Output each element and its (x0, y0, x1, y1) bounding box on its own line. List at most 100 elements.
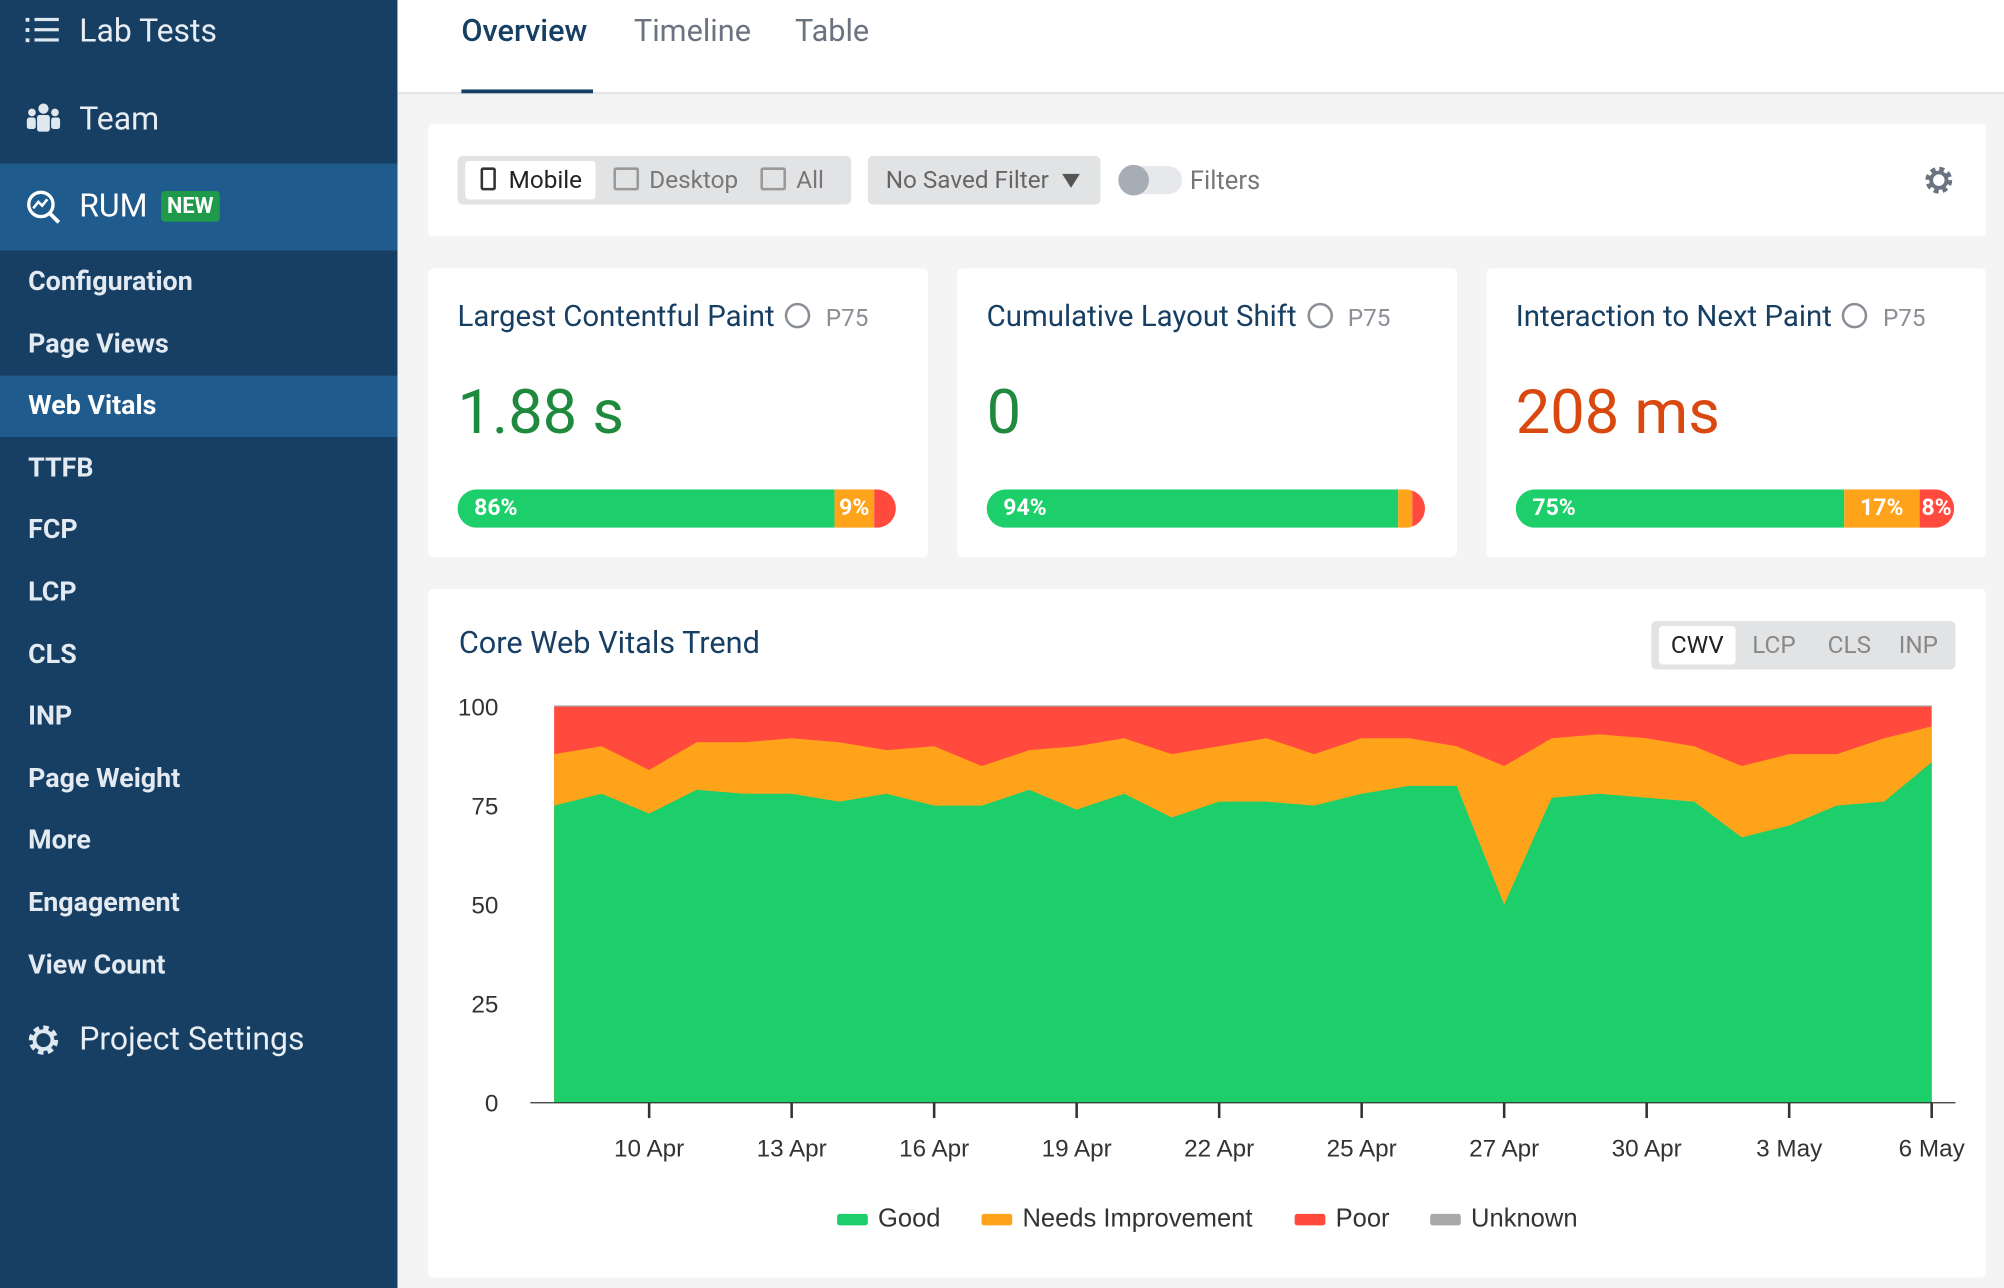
list-icon (25, 17, 59, 43)
sub-item-label: More (28, 825, 91, 857)
card-value: 1.88 s (457, 375, 625, 449)
y-tick-label: 50 (471, 893, 498, 920)
help-icon[interactable] (1842, 302, 1868, 329)
chart-toggle-option[interactable]: INP (1898, 629, 1938, 660)
legend-label: Unknown (1471, 1205, 1578, 1233)
sub-item-label: TTFB (28, 453, 94, 485)
sidebar-sub-item[interactable]: INP (0, 686, 397, 747)
y-tick-label: 100 (458, 695, 499, 722)
tab-bar (397, 0, 2004, 95)
filters-label: Filters (1189, 164, 1261, 196)
bar-segment (1515, 489, 1845, 528)
dropdown-arrow (1062, 173, 1080, 188)
sub-item-label: Web Vitals (28, 391, 157, 422)
sidebar-sub-item[interactable]: LCP (0, 562, 397, 623)
legend-swatch (981, 1213, 1013, 1226)
x-tick-label: 30 Apr (1612, 1135, 1682, 1162)
sub-item-label: CLS (28, 639, 77, 671)
sub-item-label: INP (28, 701, 73, 733)
saved-filter[interactable]: No Saved Filter (867, 155, 1101, 205)
bar-label: 75% (1532, 494, 1576, 522)
rum-item[interactable]: RUM NEW (79, 188, 220, 226)
sub-item-label: Configuration (28, 267, 193, 298)
x-tick-label: 3 May (1756, 1135, 1823, 1162)
bar-segment (1844, 489, 1920, 528)
chart-toggle-option[interactable]: CLS (1827, 629, 1871, 660)
card-value: 0 (986, 375, 1022, 449)
sidebar-sub-item[interactable]: CLS (0, 624, 397, 685)
bar-segment (873, 489, 896, 528)
card-title: Interaction to Next Paint P75 (1516, 299, 1926, 334)
device-option[interactable]: All (796, 164, 824, 195)
card-title-text: Interaction to Next Paint (1515, 299, 1832, 334)
device-option[interactable]: Mobile (508, 164, 583, 195)
x-tick-label: 10 Apr (614, 1135, 684, 1162)
area (554, 762, 1932, 1103)
bar-segment (1398, 489, 1412, 528)
help-icon[interactable] (784, 302, 811, 329)
device-option[interactable]: Desktop (649, 164, 739, 195)
rum-label: RUM (79, 188, 148, 226)
tab[interactable]: Table (794, 12, 870, 49)
sidebar-sub-item[interactable]: Page Views (0, 314, 397, 375)
distribution-bar: 86% 9% (457, 489, 896, 528)
x-tick-label: 19 Apr (1042, 1135, 1112, 1162)
metric-card: Interaction to Next Paint P75 208 ms 75% 17%… (1486, 268, 1987, 558)
device-icon (480, 167, 496, 191)
filters-toggle[interactable] (1118, 164, 1183, 196)
sidebar-sub-item[interactable]: More (0, 811, 397, 872)
bar-segment (457, 489, 835, 528)
rum-icon (27, 190, 61, 224)
bar-segment (986, 489, 1399, 528)
new-badge: NEW (160, 191, 220, 222)
sidebar-sub-item[interactable]: View Count (0, 935, 397, 996)
team-icon (26, 103, 61, 132)
sidebar-sub-item[interactable]: Engagement (0, 873, 397, 934)
sidebar-sub-item[interactable]: Configuration (0, 252, 397, 313)
legend-swatch (837, 1213, 868, 1226)
chart-toggle-option[interactable]: CWV (1658, 626, 1736, 665)
chart-toggle-option[interactable]: LCP (1752, 629, 1796, 660)
legend-label: Needs Improvement (1022, 1205, 1252, 1233)
sidebar: RUM NEW Configuration Page Views Web Vital… (0, 0, 398, 1288)
tab[interactable]: Overview (461, 12, 588, 49)
legend-swatch (1430, 1213, 1461, 1226)
bar-label: 8% (1921, 494, 1952, 522)
card-title: Largest Contentful Paint P75 (458, 299, 869, 334)
legend-label: Good (878, 1205, 941, 1233)
sub-item-label: LCP (28, 577, 77, 609)
percentile: P75 (825, 302, 869, 333)
y-tick-label: 75 (471, 794, 498, 821)
sidebar-sub-item[interactable]: Web Vitals (0, 375, 398, 438)
card-title-text: Cumulative Layout Shift (986, 299, 1297, 334)
help-icon[interactable] (1306, 302, 1333, 329)
sub-item-label: FCP (28, 515, 78, 547)
settings-icon (28, 1025, 59, 1055)
device-icon (613, 167, 640, 191)
percentile: P75 (1882, 302, 1926, 333)
sidebar-item[interactable]: Project Settings (79, 1021, 305, 1059)
metric-card: Largest Contentful Paint P75 1.88 s 86% 9% (428, 268, 928, 558)
tab[interactable]: Timeline (633, 12, 751, 49)
bar-label: 86% (474, 494, 518, 522)
sidebar-sub-item[interactable]: TTFB (0, 438, 397, 499)
saved-filter-label: No Saved Filter (885, 164, 1049, 195)
device-toggle: Mobile Desktop All (457, 155, 852, 205)
sidebar-sub-item[interactable]: Page Weight (0, 749, 397, 810)
sidebar-sub-item[interactable]: FCP (0, 500, 397, 561)
chart-title: Core Web Vitals Trend (458, 624, 760, 661)
legend-label: Poor (1336, 1205, 1390, 1233)
x-tick-label: 22 Apr (1184, 1135, 1254, 1162)
sub-item-label: Engagement (28, 888, 180, 919)
sidebar-item[interactable]: Team (79, 101, 160, 139)
bar-label: 94% (1003, 494, 1047, 522)
x-tick-label: 6 May (1899, 1135, 1966, 1162)
x-tick-label: 13 Apr (757, 1135, 827, 1162)
legend-swatch (1294, 1213, 1326, 1226)
gear-icon[interactable] (1923, 165, 1954, 196)
bar-segment (1919, 489, 1955, 528)
sidebar-item[interactable]: Lab Tests (79, 13, 217, 51)
bar-segment (834, 489, 874, 528)
